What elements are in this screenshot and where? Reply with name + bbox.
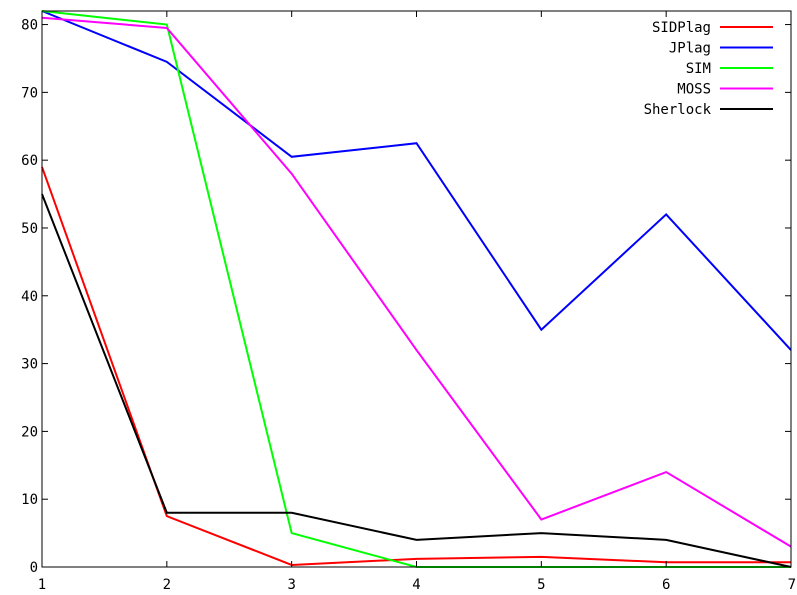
y-tick-label: 10 xyxy=(21,492,38,508)
x-tick-label: 6 xyxy=(662,577,670,593)
y-tick-label: 60 xyxy=(21,153,38,169)
y-tick-label: 70 xyxy=(21,85,38,101)
y-tick-label: 30 xyxy=(21,357,38,373)
legend-label: SIM xyxy=(686,61,711,77)
x-tick-label: 1 xyxy=(38,577,46,593)
series-line-sherlock xyxy=(41,193,792,568)
y-tick-label: 50 xyxy=(21,221,38,237)
y-tick-label: 40 xyxy=(21,289,38,305)
x-tick-label: 5 xyxy=(537,577,545,593)
legend-label: SIDPlag xyxy=(652,20,711,36)
series-line-moss xyxy=(41,16,792,548)
y-tick-label: 20 xyxy=(21,424,38,440)
y-tick-label: 0 xyxy=(30,560,38,576)
legend-label: JPlag xyxy=(669,41,711,57)
y-tick-label: 80 xyxy=(21,18,38,34)
legend: SIDPlag JPlag SIM MOSS Sherlock xyxy=(644,20,773,118)
x-tick-label: 3 xyxy=(287,577,295,593)
legend-label: MOSS xyxy=(677,82,711,98)
x-tick-label: 7 xyxy=(788,577,796,593)
x-tick-label: 4 xyxy=(412,577,420,593)
axes: 0 10 20 30 40 50 60 70 80 1 2 3 4 5 6 7 xyxy=(21,11,796,593)
series-line-jplag xyxy=(41,10,792,351)
x-tick-label: 2 xyxy=(163,577,171,593)
legend-label: Sherlock xyxy=(644,102,712,118)
